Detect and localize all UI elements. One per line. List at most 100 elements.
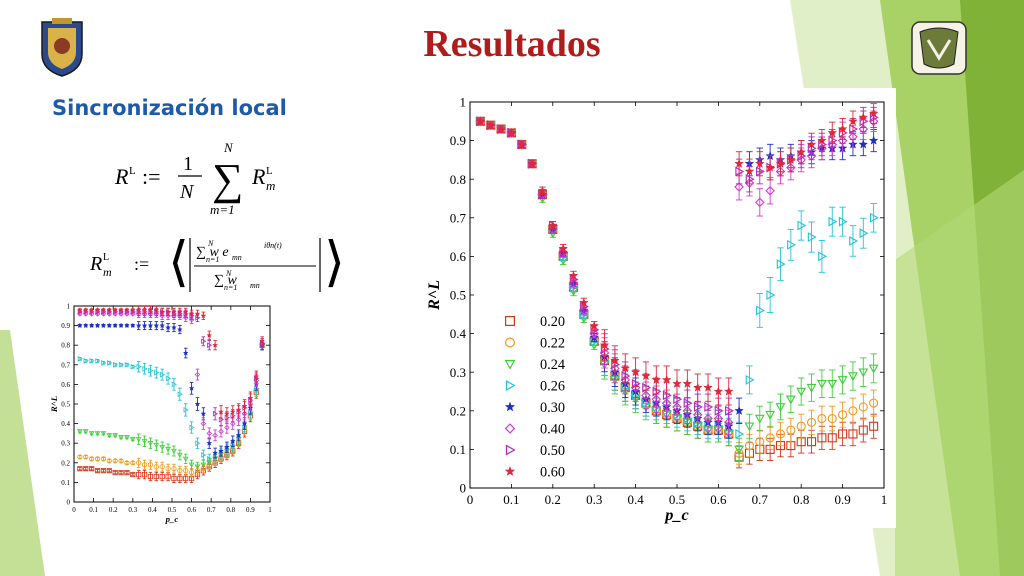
data-point (135, 306, 142, 313)
legend-marker (504, 359, 516, 370)
x-tick-label: 0.5 (669, 492, 685, 507)
legend-marker (504, 401, 516, 412)
data-point (136, 460, 142, 466)
y-axis-label: R^L (425, 280, 443, 311)
data-point (141, 462, 148, 468)
data-point (516, 139, 527, 149)
data-point (818, 251, 828, 262)
data-point (153, 322, 160, 329)
data-point (223, 410, 230, 417)
y-tick-label: 0.4 (450, 326, 467, 341)
data-point (714, 405, 724, 416)
data-point (141, 439, 148, 445)
data-point (94, 322, 101, 329)
data-point (77, 429, 83, 435)
data-point (165, 466, 171, 472)
data-point (201, 338, 207, 345)
data-point (229, 420, 236, 427)
data-point (107, 359, 113, 366)
legend-marker (505, 380, 516, 391)
data-point (165, 473, 171, 480)
data-point (76, 322, 83, 329)
legend-label: 0.24 (540, 357, 565, 373)
data-point (165, 446, 171, 453)
data-point (77, 454, 83, 460)
data-point (744, 166, 755, 176)
y-tick-label: 0.6 (61, 381, 70, 389)
svg-text:R: R (251, 164, 266, 189)
data-point (88, 431, 95, 437)
summation-symbol: ∑ (212, 155, 243, 204)
data-point (848, 131, 858, 142)
x-axis-label: p_c (165, 514, 179, 524)
data-point (147, 473, 154, 480)
data-point (177, 391, 183, 398)
data-point (848, 406, 858, 416)
y-tick-label: 0.3 (61, 440, 70, 448)
svg-text:∑ w e: ∑ w e (196, 245, 229, 260)
data-point (651, 374, 662, 385)
data-point (171, 466, 177, 472)
data-point (253, 373, 260, 380)
data-point (89, 456, 95, 462)
data-point (558, 243, 569, 253)
data-point (828, 216, 838, 227)
chart-small-scatter: 0 0.1 0.2 0.3 0.4 0.5 0.6 0.7 0.8 0.9 1 0 0.1 0.2 0.3 0… (40, 298, 278, 528)
data-point (182, 308, 189, 315)
y-tick-label: 1 (460, 95, 467, 110)
legend-marker (505, 444, 516, 456)
data-point (713, 386, 724, 396)
y-tick-label: 0.5 (61, 400, 70, 408)
data-point (235, 406, 242, 413)
data-point (106, 433, 113, 439)
data-point (112, 306, 119, 313)
data-point (672, 378, 682, 388)
data-point (147, 462, 154, 468)
data-point (177, 468, 183, 474)
data-point (776, 259, 786, 270)
y-tick-label: 0 (67, 498, 71, 506)
data-point (135, 437, 142, 443)
data-point (217, 408, 225, 415)
data-point (118, 469, 124, 476)
data-point (765, 162, 776, 172)
data-point (796, 147, 807, 157)
data-point (704, 401, 714, 412)
data-point (182, 349, 189, 356)
data-point (259, 338, 266, 344)
data-point (218, 428, 224, 435)
equation-local-order-parameter: R L m := ⟨ ∑ w e N n=1 mn iθn(t) ∑ w N n… (90, 232, 345, 292)
data-point (858, 368, 869, 378)
data-point (868, 108, 879, 118)
data-point (182, 456, 189, 462)
svg-text:n=1: n=1 (206, 255, 219, 264)
data-point (165, 324, 172, 331)
slide-subtitle: Sincronización local (52, 96, 287, 120)
data-point (765, 433, 775, 443)
data-point (858, 139, 869, 149)
data-point (171, 475, 177, 482)
data-point (703, 413, 713, 424)
data-point (848, 429, 858, 439)
data-point (106, 322, 113, 329)
data-point (89, 358, 95, 364)
data-point (194, 310, 201, 317)
data-point (745, 374, 755, 385)
data-point (806, 139, 817, 149)
data-point (754, 414, 765, 424)
x-tick-label: 0.9 (246, 506, 255, 514)
data-point (118, 361, 125, 368)
y-tick-label: 0.5 (450, 288, 466, 303)
data-point (100, 322, 107, 329)
data-point (200, 312, 207, 319)
data-point (241, 411, 248, 417)
svg-text:m: m (103, 265, 112, 279)
data-point (785, 395, 796, 405)
data-point (194, 371, 201, 378)
data-point (806, 417, 817, 427)
y-tick-label: 0.9 (450, 133, 466, 148)
university-shield-logo-left (41, 18, 83, 77)
data-point (194, 464, 201, 470)
data-point (212, 432, 218, 439)
y-tick-label: 0.2 (61, 459, 70, 467)
